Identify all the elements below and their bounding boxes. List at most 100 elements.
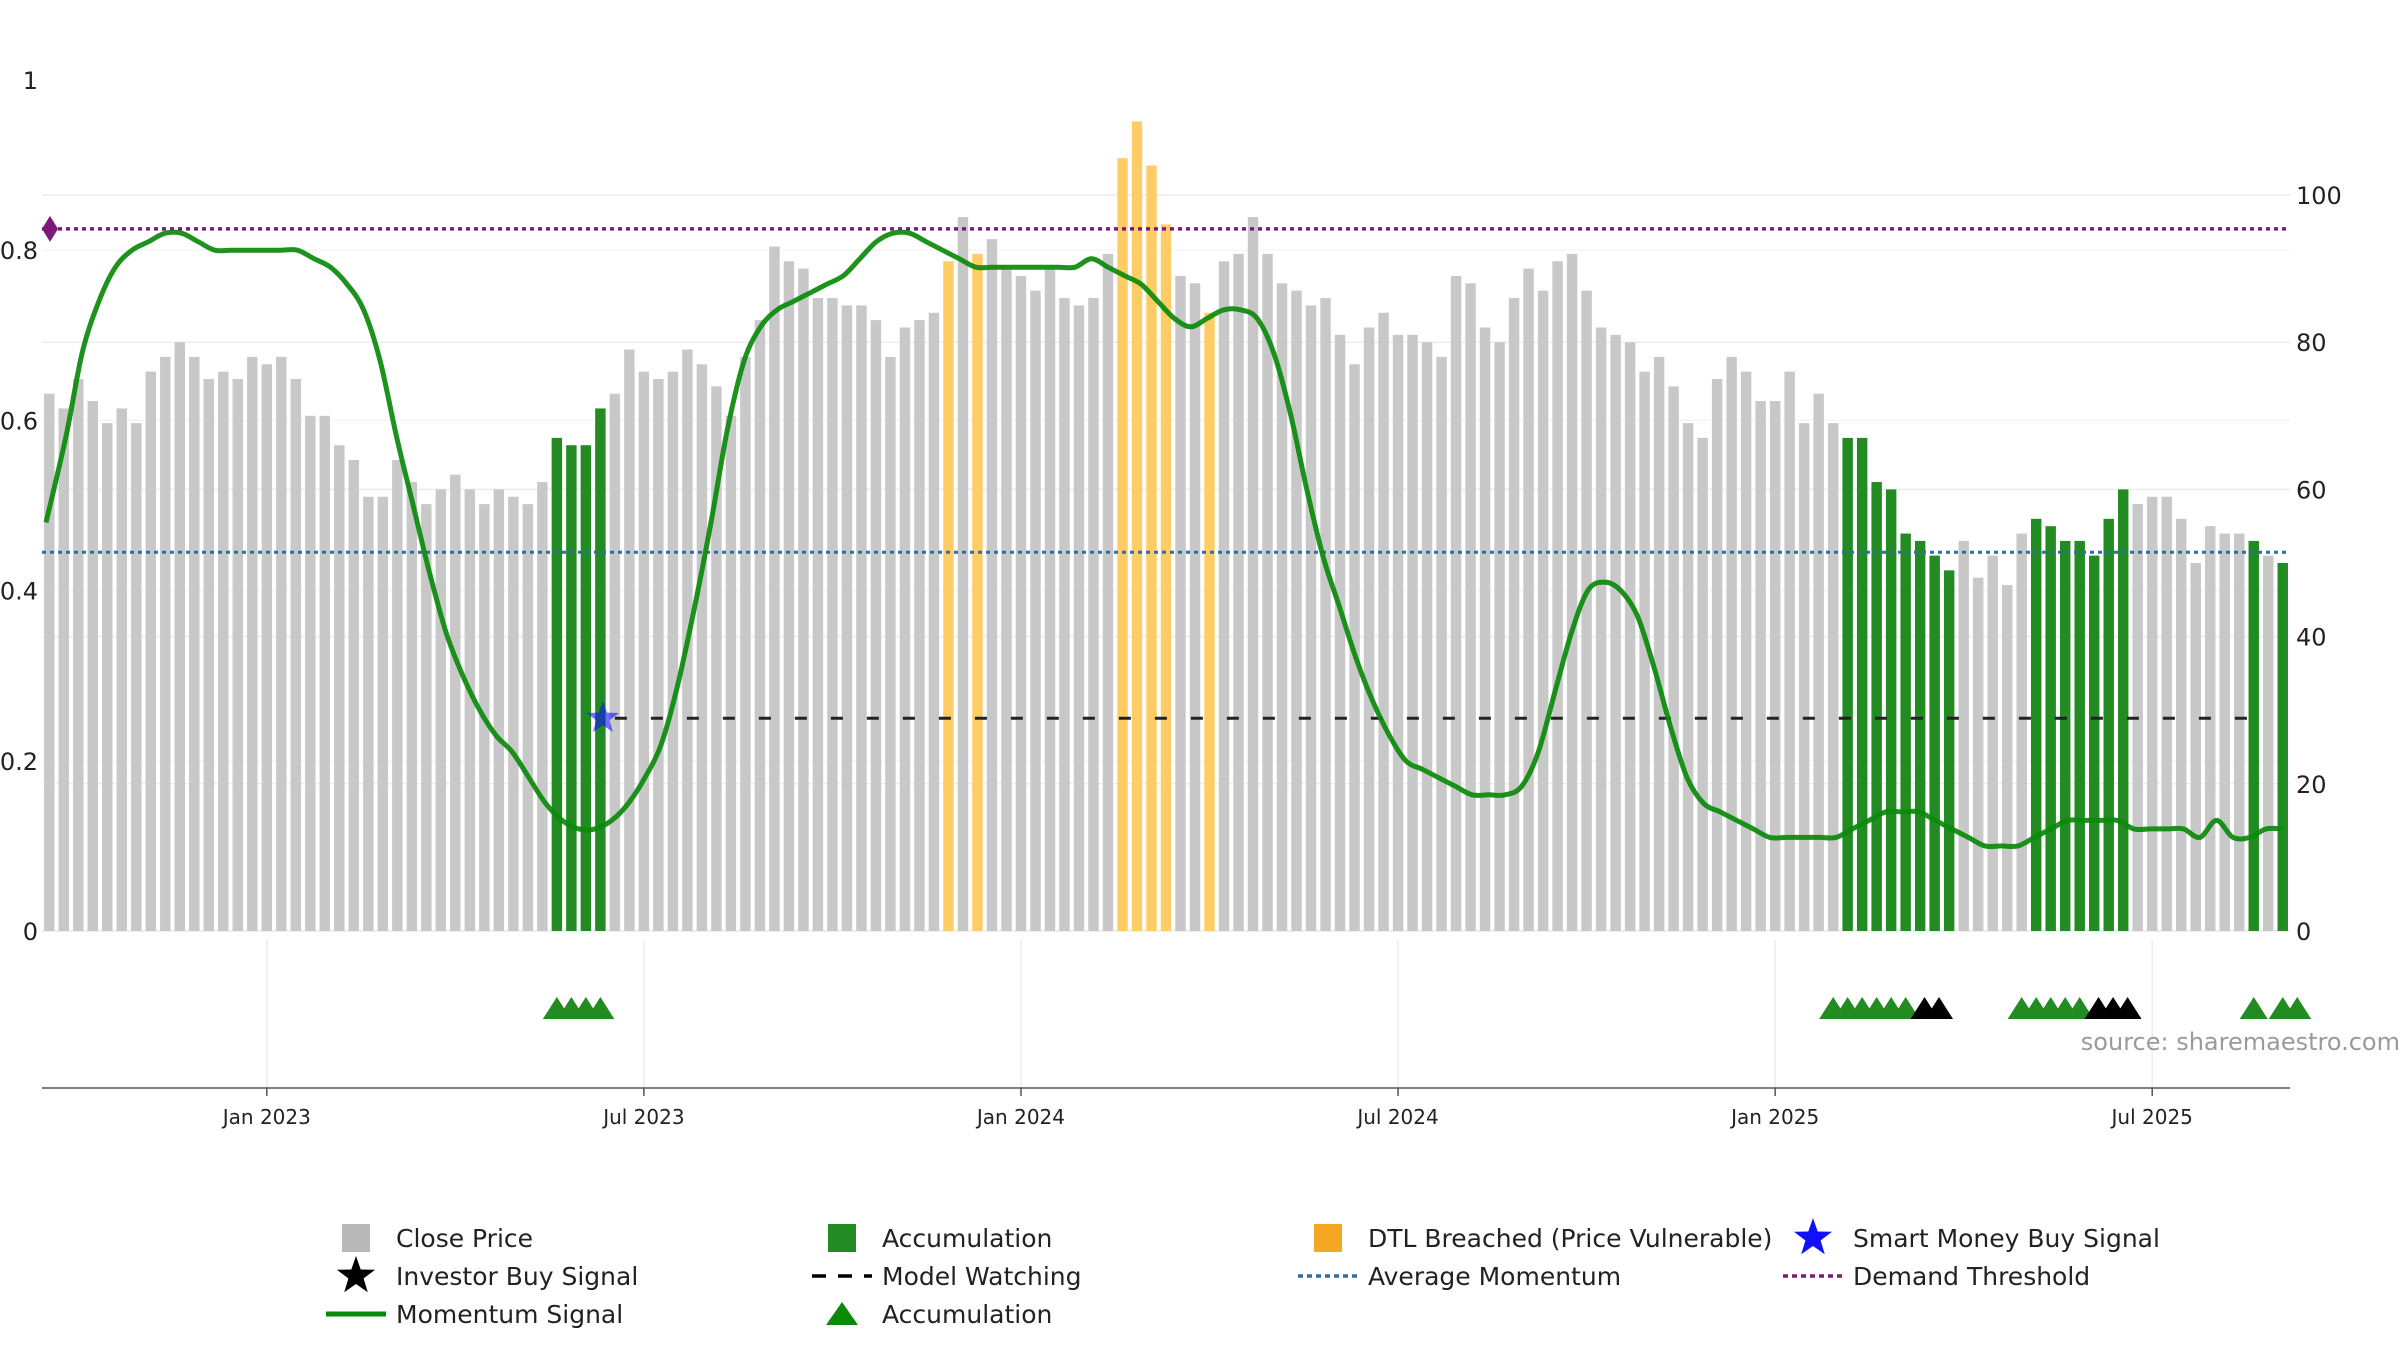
legend-star-icon [1794, 1218, 1832, 1255]
price-bar [812, 298, 824, 931]
price-bar [2030, 518, 2042, 931]
price-bar [1711, 379, 1723, 931]
price-bar [1653, 356, 1665, 931]
price-bar [2161, 496, 2172, 931]
price-bar [798, 268, 809, 932]
price-bar [1320, 298, 1331, 931]
price-bar [2146, 496, 2158, 931]
price-bar [58, 408, 69, 931]
price-bar [1842, 437, 1853, 931]
price-bar [290, 379, 302, 931]
legend-label: Model Watching [882, 1262, 1082, 1291]
price-bar [1247, 217, 1259, 931]
price-bar [1465, 283, 1476, 931]
price-bar [1726, 356, 1737, 931]
legend-item: Investor Buy Signal [337, 1256, 638, 1293]
accumulation-marker [586, 997, 615, 1019]
right-tick-label: 40 [2296, 624, 2327, 652]
price-bar [1102, 253, 1114, 931]
price-bar [1276, 283, 1288, 931]
price-bar [73, 379, 84, 931]
price-bar [1552, 261, 1563, 931]
price-bar [131, 423, 142, 931]
price-bar [1436, 356, 1447, 931]
price-bar [363, 496, 374, 931]
x-tick-label: Jul 2025 [2110, 1105, 2193, 1129]
price-bar [1262, 253, 1273, 931]
price-bar [2088, 555, 2100, 931]
price-bar [566, 445, 577, 931]
price-bar [1523, 268, 1534, 932]
price-bar [508, 496, 519, 931]
price-bar [2045, 526, 2056, 931]
price-bar [1334, 334, 1346, 932]
price-bar [1073, 305, 1085, 931]
price-bar [653, 379, 664, 931]
legend-swatch [1314, 1224, 1342, 1252]
price-bar [1131, 121, 1143, 931]
legend: Close Price Accumulation DTL Breached (Pri… [326, 1218, 2160, 1329]
price-bar [305, 415, 316, 931]
legend-item: Demand Threshold [1783, 1262, 2090, 1291]
price-bar [406, 482, 418, 931]
price-bar [44, 393, 55, 932]
axes: 0 0.2 0.4 0.6 0.8 1 0 20 40 60 80 100 Jan 2023 Jul 20… [0, 67, 2342, 1129]
price-bar [276, 356, 287, 931]
price-bar [1943, 570, 1955, 931]
price-bar [87, 401, 98, 932]
price-bar [595, 408, 606, 931]
price-bar [174, 342, 186, 931]
price-bars [44, 121, 2288, 932]
left-tick-label: 0.2 [0, 748, 38, 776]
price-bar [624, 349, 635, 931]
price-bar [914, 320, 925, 931]
price-bar [580, 445, 592, 931]
price-bar [725, 415, 737, 931]
price-bar [1581, 290, 1592, 931]
price-bar [769, 246, 780, 931]
legend-label: Close Price [396, 1224, 533, 1253]
price-bar [1088, 298, 1099, 931]
legend-item: Close Price [342, 1224, 533, 1253]
price-bar [218, 371, 229, 931]
price-bar [537, 482, 548, 931]
signal-markers [42, 215, 2312, 1019]
price-bar [1827, 423, 1839, 931]
price-bar [1537, 290, 1549, 931]
price-bar [160, 356, 171, 931]
price-bar [856, 305, 867, 931]
price-bar [450, 474, 461, 931]
left-tick-label: 1 [23, 67, 38, 95]
right-tick-label: 20 [2296, 771, 2327, 799]
x-tick-label: Jan 2023 [221, 1105, 311, 1129]
price-bar [261, 364, 273, 931]
left-tick-label: 0.8 [0, 237, 38, 265]
price-bar [2205, 526, 2216, 931]
price-bar [2103, 518, 2114, 931]
price-bar [319, 415, 331, 931]
price-bar [1885, 489, 1897, 931]
price-bar [2219, 533, 2230, 931]
price-bar [1929, 555, 1940, 931]
price-bar [1856, 437, 1868, 931]
legend-label: Average Momentum [1368, 1262, 1621, 1291]
legend-label: Accumulation [882, 1300, 1052, 1329]
price-bar [754, 320, 766, 931]
price-bar [2176, 518, 2187, 931]
price-bar [1479, 327, 1491, 932]
price-bar [334, 445, 345, 931]
price-bar [1639, 371, 1650, 931]
legend-label: Momentum Signal [396, 1300, 623, 1329]
left-tick-label: 0 [23, 918, 38, 946]
price-bar [957, 217, 969, 931]
legend-item: Accumulation [826, 1300, 1052, 1329]
price-bar [377, 496, 389, 931]
legend-item: Model Watching [812, 1262, 1082, 1291]
price-bar [1900, 533, 1911, 931]
price-bar [2190, 563, 2201, 931]
price-bar [1305, 305, 1317, 931]
price-bar [116, 408, 127, 931]
price-bar [1697, 437, 1708, 931]
price-bar [783, 261, 795, 931]
legend-swatch [828, 1224, 856, 1252]
